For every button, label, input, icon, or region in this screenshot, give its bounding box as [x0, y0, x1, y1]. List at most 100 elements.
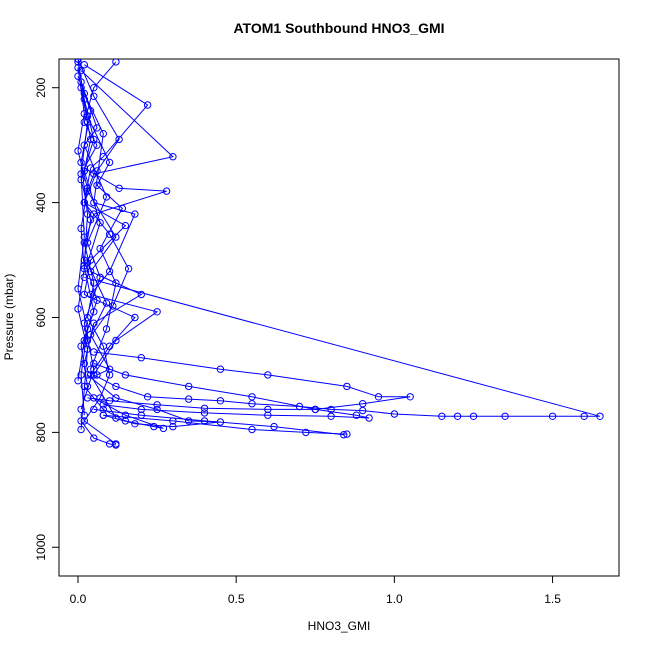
data-point	[200, 409, 209, 417]
data-point	[264, 405, 272, 414]
data-point	[248, 400, 256, 408]
data-point	[96, 244, 104, 253]
y-tick-label: 600	[34, 307, 48, 327]
data-point	[302, 428, 310, 437]
data-point	[80, 167, 89, 175]
data-point	[153, 401, 161, 409]
data-point	[264, 411, 272, 419]
series-line	[93, 408, 344, 436]
y-tick-label: 200	[34, 77, 48, 97]
data-point	[185, 382, 193, 391]
data-point	[74, 305, 82, 313]
series-line	[80, 87, 111, 376]
data-point	[374, 393, 383, 401]
data-point	[137, 354, 146, 362]
data-point	[596, 412, 604, 420]
data-point	[102, 299, 111, 307]
y-tick-label: 400	[34, 192, 48, 212]
data-point	[580, 412, 588, 420]
data-point	[93, 167, 101, 175]
data-point	[200, 404, 209, 412]
data-point	[327, 412, 335, 420]
y-axis: 200 400 600 800 1000	[34, 77, 59, 561]
data-point	[112, 59, 120, 66]
data-point	[90, 394, 98, 402]
x-axis: 0.0 0.5 1.0 1.5	[70, 575, 561, 606]
data-point	[74, 72, 82, 80]
data-point	[453, 412, 462, 420]
data-point	[137, 411, 146, 419]
data-point	[105, 397, 114, 405]
x-tick-label: 0.0	[70, 592, 87, 606]
series-line	[93, 363, 370, 419]
data-point	[105, 371, 114, 379]
data-point	[121, 417, 130, 425]
data-point	[216, 365, 225, 373]
data-point	[105, 230, 114, 238]
data-point	[169, 153, 177, 161]
data-point	[121, 411, 130, 419]
data-point	[93, 371, 101, 379]
data-point	[109, 302, 117, 310]
data-point	[83, 184, 92, 193]
data-point	[83, 210, 92, 218]
profile-series	[80, 59, 171, 448]
data-point	[77, 425, 85, 434]
data-point	[112, 233, 120, 241]
data-point	[150, 422, 158, 431]
data-point	[74, 147, 82, 155]
data-point	[112, 279, 120, 287]
data-point	[343, 430, 351, 438]
data-point	[80, 60, 89, 69]
series-line	[87, 116, 123, 370]
data-point	[96, 219, 104, 227]
data-point	[90, 319, 98, 327]
data-point	[99, 411, 108, 419]
data-point	[93, 296, 101, 304]
data-point	[80, 265, 89, 273]
data-point	[90, 308, 98, 316]
data-point	[185, 395, 193, 403]
profile-series	[83, 348, 414, 414]
data-point	[137, 290, 146, 299]
data-point	[216, 397, 225, 405]
data-point	[83, 325, 92, 333]
data-point	[390, 410, 399, 418]
data-point	[74, 377, 82, 385]
data-point	[143, 101, 152, 109]
data-point	[501, 412, 509, 420]
data-point	[124, 265, 133, 273]
data-point	[548, 412, 557, 420]
data-point	[359, 400, 367, 408]
data-point	[86, 135, 95, 144]
data-point	[86, 216, 95, 224]
profile-series	[90, 359, 373, 422]
data-point	[86, 365, 95, 373]
data-point	[153, 405, 161, 414]
profile-series	[77, 417, 120, 449]
data-point	[115, 184, 123, 193]
data-point	[153, 308, 161, 316]
data-point	[80, 141, 89, 149]
data-point	[102, 325, 111, 333]
profile-series	[83, 112, 127, 373]
y-tick-label: 1000	[34, 534, 48, 561]
data-point	[99, 130, 108, 138]
x-tick-label: 0.5	[228, 592, 245, 606]
data-point	[83, 371, 92, 379]
data-point	[77, 224, 85, 233]
data-point	[93, 141, 101, 149]
plot-frame	[58, 58, 620, 577]
data-point	[112, 336, 120, 345]
data-point	[216, 418, 225, 426]
data-point	[90, 92, 98, 101]
data-point	[93, 181, 101, 190]
series-line	[84, 276, 601, 417]
data-point	[99, 405, 108, 414]
data-point	[86, 331, 95, 339]
y-tick-label: 800	[34, 422, 48, 442]
data-point	[143, 393, 152, 401]
data-point	[80, 198, 89, 207]
data-point	[105, 158, 114, 167]
